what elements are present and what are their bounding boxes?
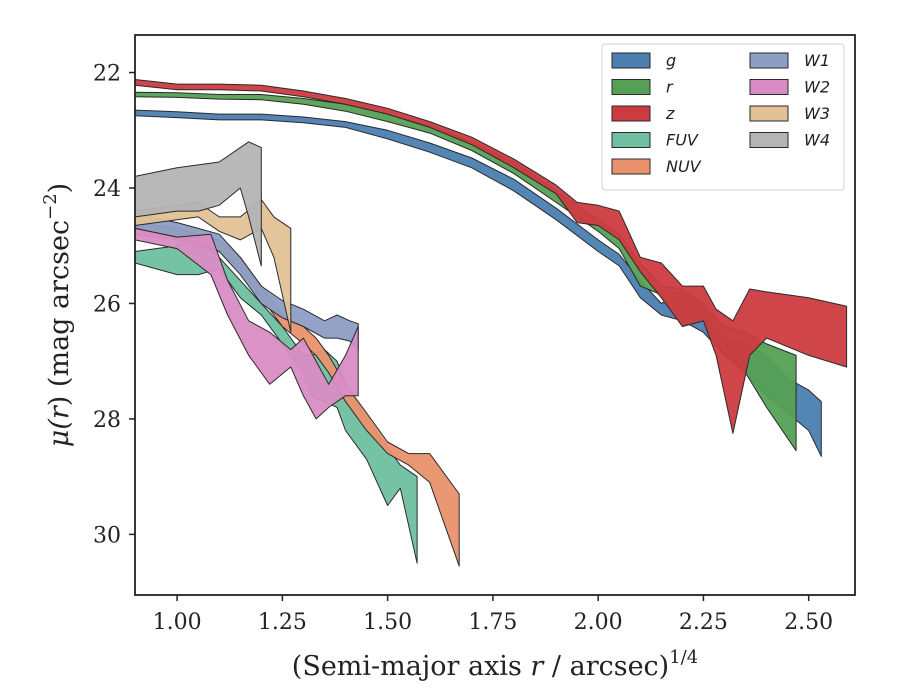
band-z [135, 79, 848, 434]
legend-swatch-nuv [611, 158, 651, 175]
plot-frame [134, 34, 856, 596]
y-tick-label: 22 [93, 62, 121, 87]
legend-swatch-w2 [749, 79, 789, 95]
legend-label-g: g [666, 51, 676, 70]
legend-swatch-fuv [611, 132, 651, 148]
x-tick-label: 1.25 [258, 610, 307, 635]
y-tick-label: 30 [93, 523, 121, 548]
band-w4 [135, 141, 262, 267]
y-axis-label: μ(r) (mag arcsec−2) [40, 183, 75, 447]
legend-label-w1: W1 [804, 51, 830, 70]
legend-label-nuv: NUV [666, 157, 702, 176]
x-tick-label: 1.75 [468, 610, 517, 635]
band-g [135, 109, 822, 457]
legend-swatch-w1 [749, 52, 789, 69]
y-tick-label: 26 [93, 292, 121, 317]
band-fuv [135, 239, 418, 564]
legend-label-w3: W3 [804, 104, 830, 123]
legend-swatch-w4 [749, 132, 789, 148]
legend-swatch-w3 [749, 105, 789, 122]
band-w2 [135, 227, 359, 420]
legend: grz FUV NUV W1 W2 W3 W4 [601, 43, 845, 191]
legend-swatch-g [611, 52, 651, 69]
legend-label-w2: W2 [804, 78, 830, 97]
x-tick-label: 2.25 [679, 610, 728, 635]
legend-label-z: z [665, 104, 675, 123]
legend-label-w4: W4 [804, 131, 830, 150]
legend-label-r: r [666, 78, 674, 97]
x-tick-label: 1.50 [363, 610, 412, 635]
legend-swatch-z [611, 105, 651, 122]
y-tick-label: 28 [93, 408, 121, 433]
x-tick-label: 1.00 [153, 610, 202, 635]
legend-swatch-r [611, 79, 651, 95]
band-w3 [135, 199, 292, 333]
x-tick-label: 2.50 [784, 610, 833, 635]
legend-label-fuv: FUV [666, 131, 699, 150]
x-tick-label: 2.00 [574, 610, 623, 635]
y-tick-label: 24 [93, 177, 121, 202]
series-layer [135, 79, 848, 567]
ticks-layer: 1.00 1.25 1.50 1.75 2.00 2.25 2.50 22 24 26 28 30 [93, 62, 833, 635]
x-axis-label: (Semi-major axis r / arcsec)1/4 [292, 647, 698, 682]
